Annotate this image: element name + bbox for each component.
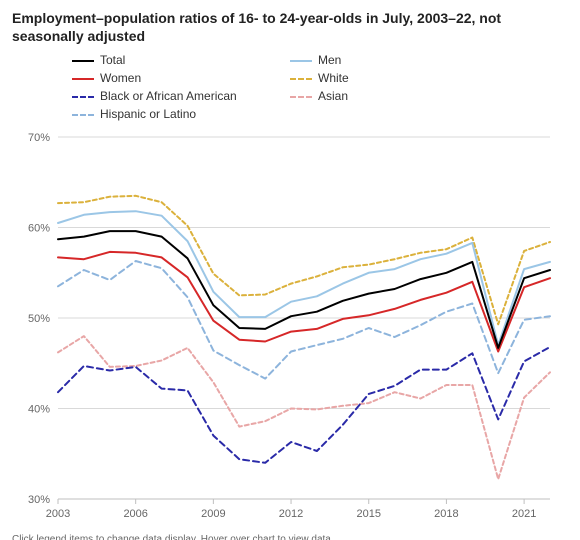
y-tick-label: 60% <box>28 223 50 235</box>
legend-item-asian[interactable]: Asian <box>290 87 440 105</box>
legend-label-black: Black or African American <box>100 87 237 105</box>
legend: Total Men Women White Black or African Ameri… <box>72 51 568 123</box>
legend-item-white[interactable]: White <box>290 69 440 87</box>
legend-label-men: Men <box>318 51 341 69</box>
page-title: Employment–population ratios of 16- to 2… <box>12 10 568 45</box>
legend-label-asian: Asian <box>318 87 348 105</box>
chart-footer: Click legend items to change data displa… <box>12 533 568 540</box>
legend-label-white: White <box>318 69 349 87</box>
x-tick-label: 2018 <box>434 508 458 520</box>
legend-item-black[interactable]: Black or African American <box>72 87 282 105</box>
y-tick-label: 40% <box>28 404 50 416</box>
x-tick-label: 2021 <box>512 508 536 520</box>
legend-label-women: Women <box>100 69 141 87</box>
legend-item-total[interactable]: Total <box>72 51 282 69</box>
x-tick-label: 2015 <box>356 508 380 520</box>
x-tick-label: 2009 <box>201 508 225 520</box>
footer-hint: Click legend items to change data displa… <box>12 534 334 540</box>
series-women[interactable] <box>58 252 550 352</box>
x-tick-label: 2003 <box>46 508 70 520</box>
line-chart[interactable]: 30% 40% 50% 60% 70% 2003 2006 2009 2012 2015 2018 2… <box>12 127 568 527</box>
legend-label-hispanic: Hispanic or Latino <box>100 105 196 123</box>
y-tick-label: 30% <box>28 494 50 506</box>
chart-area: 30% 40% 50% 60% 70% 2003 2006 2009 2012 2015 2018 2… <box>12 127 568 527</box>
legend-item-women[interactable]: Women <box>72 69 282 87</box>
legend-label-total: Total <box>100 51 125 69</box>
series-black[interactable] <box>58 347 550 463</box>
x-tick-label: 2006 <box>123 508 147 520</box>
series-asian[interactable] <box>58 336 550 479</box>
y-tick-label: 50% <box>28 313 50 325</box>
legend-item-hispanic[interactable]: Hispanic or Latino <box>72 105 282 123</box>
y-tick-label: 70% <box>28 132 50 144</box>
x-tick-label: 2012 <box>279 508 303 520</box>
legend-item-men[interactable]: Men <box>290 51 440 69</box>
